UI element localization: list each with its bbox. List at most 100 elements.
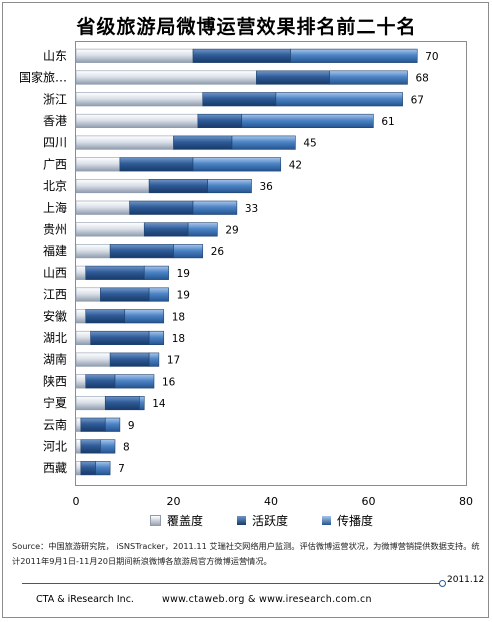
footer-rule	[22, 583, 442, 584]
category-label: 西藏	[43, 461, 67, 475]
legend-label-activity: 活跃度	[252, 514, 289, 528]
bar-segment-activity	[80, 461, 96, 476]
bar-segment-coverage	[75, 309, 87, 324]
bar-segment-spread	[95, 461, 111, 476]
bar-segment-spread	[148, 330, 165, 346]
total-value-label: 7	[118, 463, 125, 475]
category-label: 宁夏	[43, 395, 67, 410]
bar-segment-coverage	[75, 374, 87, 389]
bar-segment-spread	[173, 244, 204, 259]
bar-segment-activity	[256, 70, 330, 85]
legend-swatch-coverage	[150, 515, 161, 526]
bar-segment-activity	[143, 222, 189, 237]
bar-segment-spread	[104, 417, 121, 432]
category-label: 广西	[43, 157, 67, 171]
total-value-label: 16	[162, 376, 176, 388]
legend-label-spread: 传播度	[337, 514, 374, 528]
bar-segment-spread	[192, 200, 238, 215]
category-label: 江西	[43, 288, 67, 302]
bar-segment-coverage	[75, 265, 87, 280]
total-value-label: 70	[425, 51, 438, 63]
total-value-label: 36	[260, 181, 274, 193]
bar-segment-spread	[192, 157, 282, 172]
date-label: 2011.12	[447, 575, 485, 585]
total-value-label: 29	[225, 224, 238, 236]
bar-segment-activity	[104, 395, 140, 411]
source-note: Source：中国旅游研究院， iSNSTracker，2011.11 艾瑞社交…	[12, 541, 480, 566]
bar-segment-activity	[197, 113, 243, 128]
category-label: 山西	[43, 266, 67, 280]
bar-segment-activity	[109, 352, 150, 367]
bar-segment-spread	[124, 309, 165, 324]
bar-segment-activity	[90, 330, 150, 346]
bar-segment-spread	[100, 439, 116, 454]
bar-segment-activity	[80, 439, 101, 454]
bar-segment-activity	[202, 92, 277, 107]
footer-websites: www.ctaweb.org & www.iresearch.com.cn	[162, 594, 372, 605]
total-value-label: 61	[381, 116, 394, 128]
bar-segment-spread	[241, 113, 374, 128]
total-value-label: 67	[411, 94, 424, 106]
bar-segment-coverage	[75, 222, 145, 237]
bar-segment-spread	[143, 265, 169, 280]
category-label: 安徽	[43, 308, 67, 323]
footer-rule-dot	[439, 580, 446, 587]
plot-area-border	[75, 41, 467, 486]
bar-segment-coverage	[75, 330, 91, 346]
category-label: 云南	[43, 417, 67, 432]
bar-segment-spread	[207, 179, 252, 194]
total-value-label: 19	[177, 290, 190, 302]
bar-segment-activity	[85, 374, 116, 389]
bar-segment-coverage	[75, 157, 121, 172]
total-value-label: 17	[167, 355, 180, 367]
category-label: 山东	[43, 49, 67, 63]
category-label: 陕西	[43, 373, 67, 388]
bar-segment-activity	[100, 287, 150, 302]
bar-segment-spread	[275, 92, 403, 107]
bars-group	[75, 48, 418, 476]
legend-item-activity: 活跃度	[237, 512, 288, 529]
bar-segment-activity	[173, 135, 233, 150]
bar-segment-activity	[85, 265, 145, 280]
category-label: 香港	[43, 114, 67, 128]
total-value-label: 45	[303, 138, 316, 150]
bar-segment-spread	[231, 135, 296, 150]
category-label: 浙江	[43, 92, 67, 106]
chart-title: 省级旅游局微博运营效果排名前二十名	[76, 16, 417, 38]
legend-label-coverage: 覆盖度	[167, 514, 204, 528]
bar-segment-coverage	[75, 439, 82, 454]
x-tick-label: 60	[362, 495, 376, 508]
category-label: 贵州	[43, 222, 67, 236]
total-value-label: 9	[128, 420, 135, 432]
total-value-label: 14	[152, 398, 166, 410]
legend: 覆盖度 活跃度 传播度	[150, 512, 373, 529]
category-label: 湖南	[43, 352, 67, 367]
bar-segment-activity	[80, 417, 106, 432]
legend-item-coverage: 覆盖度	[150, 512, 203, 529]
category-label: 国家旅…	[19, 70, 67, 85]
total-value-label: 18	[172, 311, 185, 323]
total-value-label: 19	[177, 268, 190, 280]
bar-segment-activity	[85, 309, 126, 324]
footer-company: CTA & iResearch Inc.	[36, 594, 134, 605]
category-label: 北京	[43, 179, 67, 193]
bar-segment-coverage	[75, 179, 150, 194]
x-tick-label: 40	[264, 495, 278, 508]
total-value-label: 8	[123, 441, 130, 453]
bar-segment-spread	[148, 352, 160, 367]
x-tick-label: 20	[167, 495, 181, 508]
legend-swatch-spread	[322, 516, 332, 525]
bar-segment-coverage	[75, 135, 174, 150]
x-tick-label: 80	[459, 495, 473, 508]
bar-segment-coverage	[75, 92, 204, 107]
bar-segment-spread	[114, 374, 155, 389]
total-value-label: 68	[416, 73, 429, 85]
bar-segment-coverage	[75, 461, 82, 476]
bar-segment-coverage	[75, 200, 130, 215]
category-label: 湖北	[43, 330, 67, 345]
total-value-label: 42	[289, 159, 302, 171]
category-label: 福建	[43, 243, 67, 258]
bar-segment-spread	[187, 222, 218, 237]
legend-item-spread: 传播度	[322, 512, 373, 529]
